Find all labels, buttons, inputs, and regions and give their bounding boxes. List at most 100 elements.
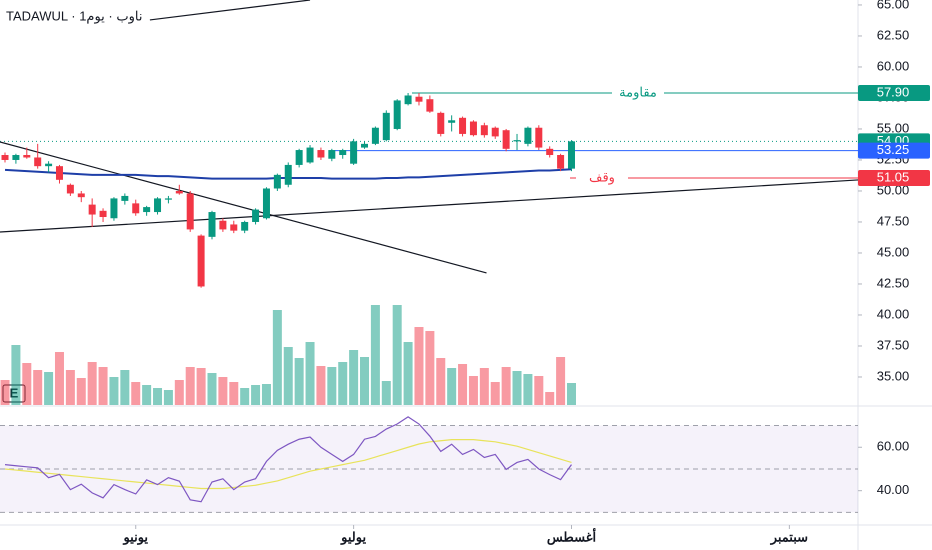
volume-bar	[54, 352, 64, 405]
volume-bar	[174, 380, 184, 405]
volume-bar	[11, 345, 21, 405]
candle-body	[34, 157, 42, 167]
candle-body	[567, 141, 575, 169]
candle-body	[55, 166, 63, 180]
rsi-line	[4, 416, 572, 503]
price-tag-label: 51.05	[877, 169, 910, 184]
volume-bar	[523, 374, 533, 405]
volume-bar	[44, 372, 54, 405]
volume-bar	[153, 388, 163, 405]
volume-bar	[349, 350, 359, 405]
volume-bar	[403, 342, 413, 405]
volume-bar	[392, 305, 402, 405]
volume-bar	[218, 377, 228, 405]
candle-body	[284, 164, 292, 185]
candle-body	[219, 220, 227, 230]
y-tick-label: 55.00	[877, 120, 910, 135]
candle-body	[230, 224, 238, 231]
y-tick-label: 50.00	[877, 182, 910, 197]
candle-body	[1, 155, 9, 160]
volume-bar	[196, 368, 206, 405]
price-tag	[858, 142, 930, 159]
trendline	[0, 179, 859, 233]
volume-bar	[425, 331, 435, 405]
candle-body	[491, 127, 499, 137]
volume-bar	[207, 373, 217, 405]
y-tick-label: 42.50	[877, 275, 910, 290]
candle-body	[12, 155, 20, 160]
x-tick-label: يوليو	[340, 529, 366, 545]
volume-bar	[22, 363, 32, 405]
rsi-y-tick-label: 60.00	[877, 439, 910, 454]
candle-body	[121, 195, 129, 201]
volume-bar	[414, 327, 424, 405]
y-tick-label: 45.00	[877, 244, 910, 259]
volume-bar	[566, 383, 576, 405]
candle-body	[262, 188, 270, 219]
level-label: مقاومة	[619, 84, 657, 100]
volume-bar	[316, 366, 326, 405]
volume-bar	[251, 385, 261, 405]
price-tag	[858, 85, 930, 102]
x-tick-label: يونيو	[122, 529, 148, 545]
candle-body	[437, 112, 445, 134]
candle-body	[480, 125, 488, 136]
candle-body	[110, 198, 118, 219]
candle-body	[317, 150, 325, 158]
volume-bar	[305, 342, 315, 405]
volume-bar	[109, 377, 119, 405]
candle-body	[502, 130, 510, 149]
volume-bar	[512, 371, 522, 405]
candle-body	[132, 203, 140, 214]
candle-body	[469, 121, 477, 136]
candle-body	[350, 141, 358, 164]
candle-body	[208, 212, 216, 237]
candle-body	[546, 148, 554, 156]
volume-bar	[381, 381, 391, 405]
volume-bar	[534, 376, 544, 405]
candle-body	[557, 155, 565, 169]
volume-bar	[142, 385, 152, 405]
candle-body	[404, 95, 412, 105]
chart-title: TADAWUL · ناوب · يوم1	[6, 8, 142, 24]
candle-body	[448, 120, 456, 123]
candle-body	[513, 140, 521, 142]
candle-body	[371, 127, 379, 144]
candle-body	[164, 198, 172, 200]
y-tick-label: 37.50	[877, 337, 910, 352]
volume-bar	[458, 364, 468, 405]
x-tick-label: سبتمبر	[770, 529, 808, 545]
volume-bar	[468, 376, 478, 405]
price-tag-label: 53.25	[877, 142, 910, 157]
volume-bar	[33, 370, 43, 405]
trendline	[149, 0, 311, 21]
volume-bar	[338, 362, 348, 405]
volume-bar	[163, 390, 173, 405]
volume-bar	[131, 382, 141, 405]
rsi-ma	[4, 439, 572, 490]
candle-body	[99, 210, 107, 218]
x-tick-label: أغسطس	[547, 528, 597, 545]
candle-body	[175, 190, 183, 194]
candle-body	[23, 155, 31, 158]
y-tick-label: 62.50	[877, 27, 910, 42]
volume-bar	[76, 378, 86, 405]
volume-bar	[490, 382, 500, 405]
level-label-bg	[576, 169, 628, 186]
candle-body	[66, 184, 74, 194]
volume-bar	[556, 357, 566, 405]
price-tag-label: 57.90	[877, 84, 910, 99]
volume-bar	[240, 388, 250, 405]
volume-bar	[283, 347, 293, 405]
candle-body	[328, 150, 336, 159]
candle-body	[524, 127, 532, 144]
volume-bar	[98, 367, 108, 405]
volume-bar	[327, 367, 337, 405]
candle-body	[535, 127, 543, 148]
volume-bar	[120, 370, 130, 405]
candle-body	[361, 143, 369, 148]
candle-body	[295, 150, 303, 165]
y-tick-label: 40.00	[877, 306, 910, 321]
